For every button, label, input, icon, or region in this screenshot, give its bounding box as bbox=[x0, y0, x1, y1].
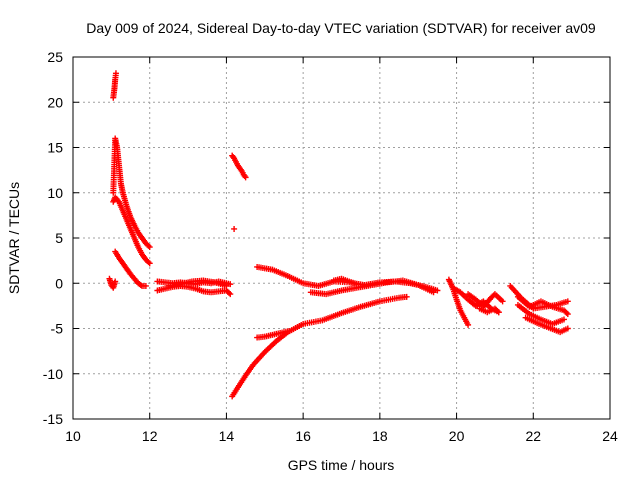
data-point bbox=[225, 289, 232, 296]
data-point bbox=[495, 309, 502, 316]
data-point bbox=[145, 259, 152, 266]
data-point bbox=[563, 309, 570, 316]
data-point bbox=[112, 70, 119, 77]
data-point bbox=[564, 311, 571, 318]
data-point bbox=[353, 281, 360, 288]
y-tick-label: -5 bbox=[51, 321, 64, 337]
y-tick-label: -15 bbox=[43, 411, 63, 427]
y-tick-label: -10 bbox=[43, 366, 63, 382]
data-point bbox=[430, 289, 437, 296]
data-point bbox=[137, 282, 144, 289]
data-point bbox=[403, 293, 410, 300]
axis-ticks bbox=[72, 56, 611, 420]
data-point bbox=[284, 328, 291, 335]
data-point bbox=[499, 298, 506, 305]
x-tick-label: 14 bbox=[219, 428, 235, 444]
data-point bbox=[146, 244, 153, 251]
data-point bbox=[145, 242, 152, 249]
x-tick-label: 12 bbox=[142, 428, 158, 444]
x-tick-label: 16 bbox=[295, 428, 311, 444]
grid-lines bbox=[73, 57, 610, 419]
data-point bbox=[564, 325, 571, 332]
data-point bbox=[434, 287, 441, 294]
x-tick-label: 18 bbox=[372, 428, 388, 444]
data-point bbox=[494, 308, 501, 315]
data-point bbox=[465, 321, 472, 328]
y-tick-label: 10 bbox=[47, 185, 63, 201]
x-tick-label: 24 bbox=[602, 428, 618, 444]
x-tick-label: 10 bbox=[65, 428, 81, 444]
data-point bbox=[146, 260, 153, 267]
data-point bbox=[560, 316, 567, 323]
chart-title: Day 009 of 2024, Sidereal Day-to-day VTE… bbox=[86, 20, 596, 36]
x-axis-label: GPS time / hours bbox=[288, 457, 395, 473]
y-tick-label: 20 bbox=[47, 94, 63, 110]
y-tick-labels: -15 -10 -5 0 5 10 15 20 25 bbox=[43, 49, 63, 427]
x-tick-labels: 10 12 14 16 18 20 22 24 bbox=[65, 428, 618, 444]
data-points bbox=[106, 70, 571, 400]
y-tick-label: 25 bbox=[47, 49, 63, 65]
data-point bbox=[227, 291, 234, 298]
data-point bbox=[231, 225, 238, 232]
data-point bbox=[142, 282, 149, 289]
y-axis-label: SDTVAR / TECUs bbox=[6, 182, 22, 294]
data-point bbox=[242, 174, 249, 181]
x-tick-label: 22 bbox=[525, 428, 541, 444]
data-point bbox=[223, 282, 230, 289]
y-tick-label: 15 bbox=[47, 140, 63, 156]
y-tick-label: 5 bbox=[55, 230, 63, 246]
data-point bbox=[227, 281, 234, 288]
y-tick-label: 0 bbox=[55, 275, 63, 291]
x-tick-label: 20 bbox=[449, 428, 465, 444]
data-point bbox=[564, 298, 571, 305]
data-point bbox=[112, 278, 119, 285]
